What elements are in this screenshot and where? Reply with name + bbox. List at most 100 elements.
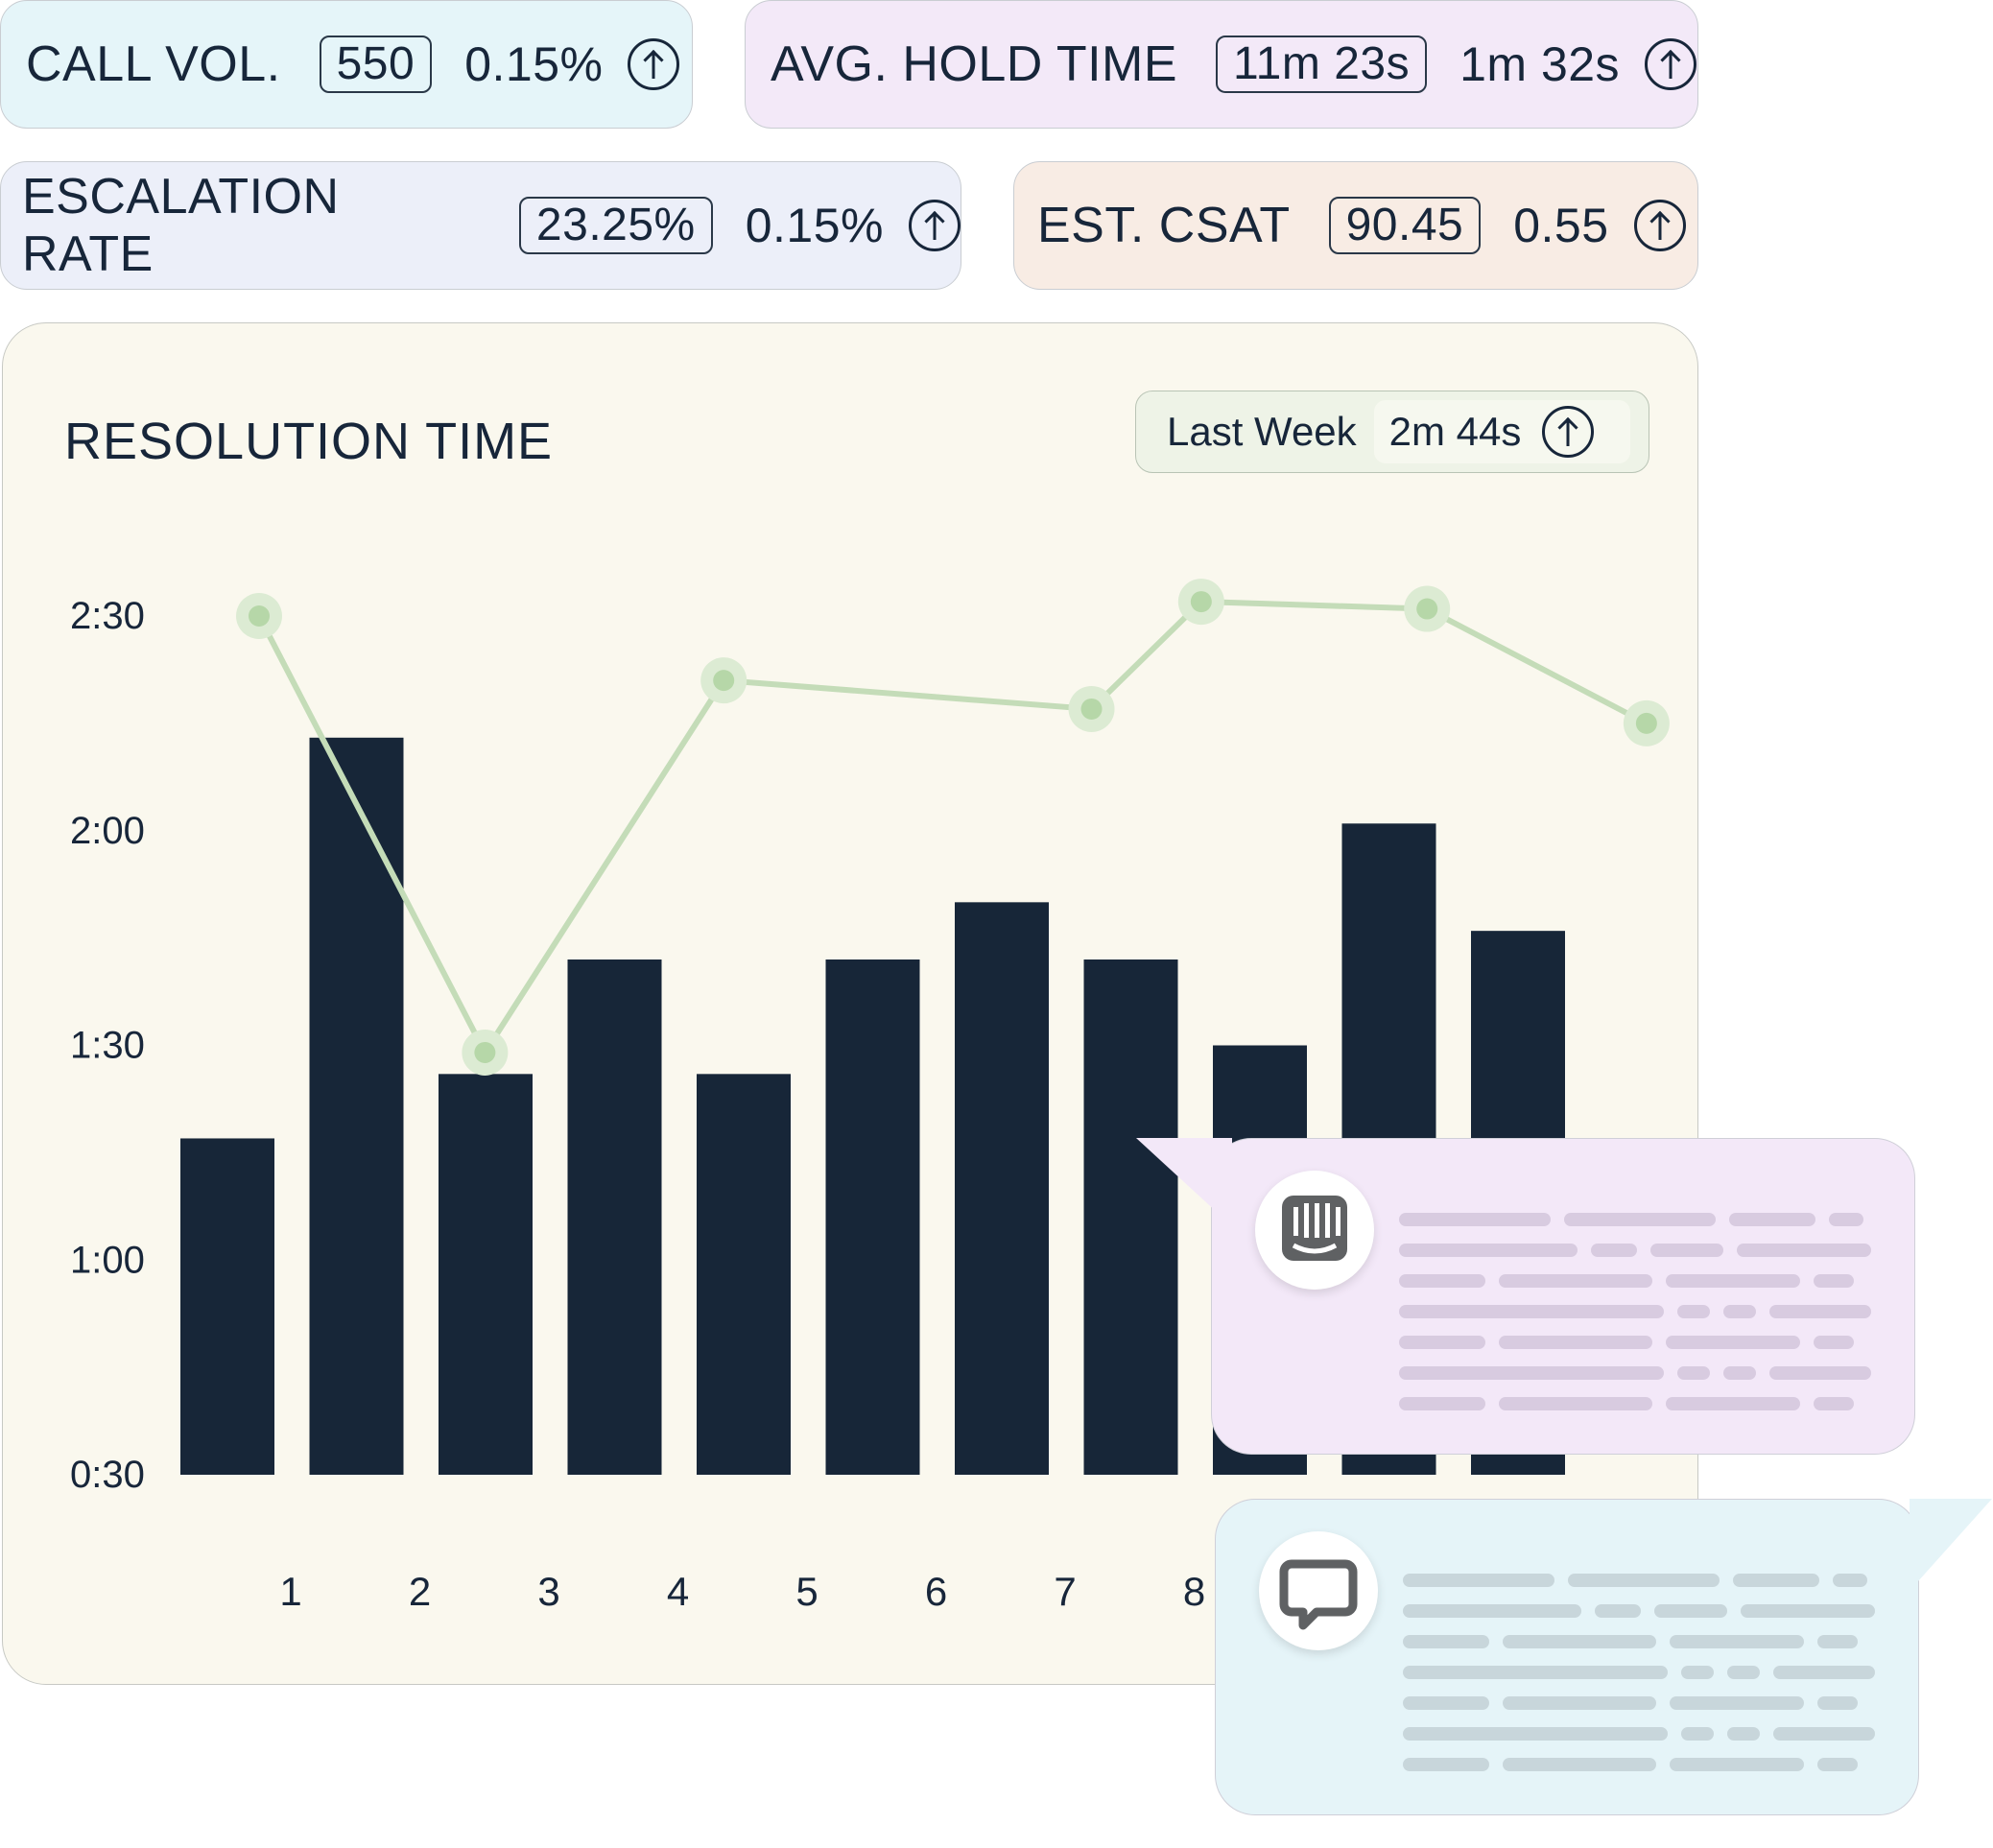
- placeholder-line: [1677, 1366, 1710, 1380]
- placeholder-line: [1399, 1244, 1578, 1257]
- placeholder-line: [1723, 1366, 1756, 1380]
- y-tick-label: 2:30: [70, 595, 145, 637]
- placeholder-line-row: [1399, 1397, 1885, 1412]
- placeholder-line-row: [1399, 1366, 1885, 1382]
- metric-delta: 0.15%: [745, 199, 884, 252]
- arrow-up-icon: [909, 200, 961, 251]
- y-tick-label: 1:00: [70, 1239, 145, 1281]
- metric-est-csat: EST. CSAT 90.45 0.55: [1013, 161, 1698, 290]
- placeholder-line: [1723, 1305, 1756, 1318]
- placeholder-line: [1833, 1574, 1867, 1587]
- metric-call-volume: CALL VOL. 550 0.15%: [0, 0, 693, 129]
- placeholder-line: [1399, 1305, 1664, 1318]
- placeholder-line: [1399, 1274, 1485, 1288]
- x-tick-label: 1: [279, 1569, 301, 1614]
- chart-bar: [180, 1138, 274, 1475]
- x-tick-label: 6: [925, 1569, 947, 1614]
- x-tick-label: 4: [667, 1569, 689, 1614]
- placeholder-line: [1814, 1397, 1854, 1410]
- metric-escalation-rate: ESCALATION RATE 23.25% 0.15%: [0, 161, 961, 290]
- metric-value: 90.45: [1328, 197, 1482, 254]
- placeholder-line: [1677, 1305, 1710, 1318]
- metric-label: AVG. HOLD TIME: [771, 36, 1178, 92]
- placeholder-line: [1817, 1758, 1858, 1771]
- placeholder-line: [1499, 1397, 1652, 1410]
- period-badge[interactable]: Last Week 2m 44s: [1135, 391, 1649, 473]
- chart-point: [1080, 698, 1103, 720]
- placeholder-line: [1670, 1758, 1804, 1771]
- placeholder-line-row: [1403, 1666, 1888, 1681]
- placeholder-line: [1503, 1635, 1656, 1648]
- placeholder-line: [1403, 1727, 1668, 1741]
- placeholder-line: [1670, 1696, 1804, 1710]
- metric-avg-hold-time: AVG. HOLD TIME 11m 23s 1m 32s: [745, 0, 1698, 129]
- placeholder-line-row: [1403, 1727, 1888, 1742]
- y-tick-label: 2:00: [70, 810, 145, 852]
- chart-bar: [955, 902, 1049, 1475]
- placeholder-line: [1399, 1213, 1551, 1226]
- placeholder-line: [1403, 1666, 1668, 1679]
- placeholder-line: [1564, 1213, 1716, 1226]
- metric-delta: 0.15%: [464, 37, 604, 91]
- placeholder-line: [1595, 1604, 1641, 1618]
- placeholder-line: [1670, 1635, 1804, 1648]
- bubble-tail-right: [1910, 1499, 1992, 1591]
- intercom-icon: [1255, 1171, 1374, 1290]
- message-placeholder-lines: [1403, 1574, 1888, 1789]
- arrow-up-icon: [1645, 38, 1697, 90]
- x-tick-label: 5: [795, 1569, 818, 1614]
- placeholder-line: [1814, 1336, 1854, 1349]
- metric-label: ESCALATION RATE: [22, 169, 340, 282]
- chart-point: [1416, 598, 1438, 620]
- metric-label: CALL VOL.: [26, 36, 281, 92]
- placeholder-line: [1499, 1274, 1652, 1288]
- placeholder-line: [1817, 1635, 1858, 1648]
- placeholder-line: [1403, 1604, 1581, 1618]
- placeholder-line: [1399, 1397, 1485, 1410]
- placeholder-line: [1568, 1574, 1720, 1587]
- metric-value: 550: [319, 36, 433, 93]
- placeholder-line: [1733, 1574, 1819, 1587]
- placeholder-line: [1829, 1213, 1863, 1226]
- placeholder-line: [1729, 1213, 1815, 1226]
- badge-period: Last Week: [1167, 409, 1357, 454]
- placeholder-line-row: [1399, 1274, 1885, 1290]
- chart-point: [1190, 591, 1212, 613]
- placeholder-line-row: [1399, 1213, 1885, 1228]
- placeholder-line: [1654, 1604, 1727, 1618]
- placeholder-line: [1737, 1244, 1871, 1257]
- metric-value: 23.25%: [518, 197, 713, 254]
- chart-point: [474, 1041, 496, 1063]
- placeholder-line: [1503, 1696, 1656, 1710]
- placeholder-line-row: [1399, 1305, 1885, 1320]
- placeholder-line: [1399, 1336, 1485, 1349]
- chart-title: RESOLUTION TIME: [64, 413, 554, 470]
- chat-bubble-icon: [1259, 1531, 1378, 1650]
- placeholder-line: [1727, 1727, 1760, 1741]
- placeholder-line: [1681, 1727, 1714, 1741]
- placeholder-line: [1650, 1244, 1723, 1257]
- badge-value: 2m 44s: [1388, 409, 1522, 454]
- placeholder-line: [1591, 1244, 1637, 1257]
- y-tick-label: 1:30: [70, 1025, 145, 1067]
- placeholder-line: [1403, 1758, 1489, 1771]
- placeholder-line: [1817, 1696, 1858, 1710]
- x-tick-label: 8: [1183, 1569, 1205, 1614]
- placeholder-line: [1666, 1274, 1800, 1288]
- metric-label: EST. CSAT: [1037, 198, 1291, 253]
- placeholder-line-row: [1403, 1696, 1888, 1712]
- placeholder-line-row: [1399, 1244, 1885, 1259]
- resolution-chart: 2:30 2:00 1:30 1:00 0:30 1 2 3 4 5 6 7 8: [70, 579, 1670, 1614]
- arrow-up-icon: [1633, 200, 1686, 251]
- resolution-time-card: RESOLUTION TIME Last Week 2m 44s 2:30 2:0…: [2, 322, 1698, 1685]
- placeholder-line-row: [1403, 1635, 1888, 1650]
- placeholder-line: [1727, 1666, 1760, 1679]
- chart-bar: [1083, 960, 1178, 1475]
- placeholder-line: [1403, 1635, 1489, 1648]
- placeholder-line: [1666, 1397, 1800, 1410]
- x-tick-label: 7: [1054, 1569, 1076, 1614]
- y-tick-label: 0:30: [70, 1454, 145, 1496]
- placeholder-line: [1666, 1336, 1800, 1349]
- placeholder-line: [1773, 1727, 1875, 1741]
- placeholder-line: [1403, 1574, 1554, 1587]
